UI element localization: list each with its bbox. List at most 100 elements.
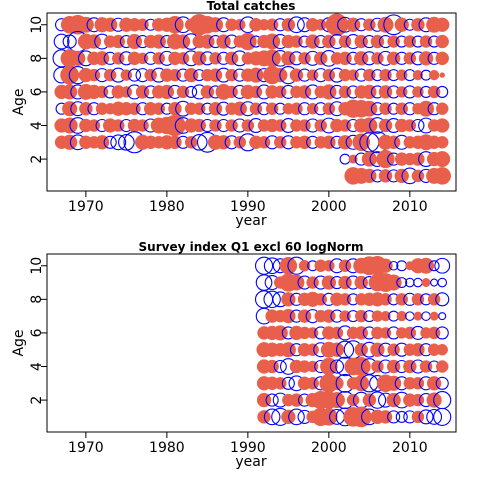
residual-positive-1997-age-4 bbox=[298, 119, 311, 132]
panel-title: Survey index Q1 excl 60 logNorm bbox=[139, 240, 364, 254]
residual-negative-2006-age-2 bbox=[368, 391, 387, 409]
residual-positive-2007-age-7 bbox=[380, 310, 391, 322]
y-tick-label-10: 10 bbox=[29, 257, 45, 275]
x-tick-label-1990: 1990 bbox=[230, 199, 266, 215]
residual-negative-2012-age-1 bbox=[418, 409, 434, 425]
residual-positive-2011-age-1 bbox=[411, 169, 425, 183]
residual-positive-1969-age-8 bbox=[70, 50, 86, 66]
residual-positive-1998-age-7 bbox=[306, 69, 319, 81]
residual-positive-2007-age-10 bbox=[377, 16, 394, 33]
residual-negative-1968-age-9 bbox=[62, 34, 77, 49]
residual-positive-1986-age-7 bbox=[208, 68, 223, 82]
residual-negative-2002-age-5 bbox=[335, 340, 355, 359]
residual-negative-2011-age-9 bbox=[413, 277, 423, 288]
residual-positive-1973-age-7 bbox=[103, 68, 117, 82]
residual-positive-1977-age-4 bbox=[136, 119, 149, 132]
residual-positive-2004-age-8 bbox=[354, 51, 369, 66]
residual-positive-1993-age-9 bbox=[264, 33, 281, 50]
x-axis-label: year bbox=[235, 213, 266, 229]
residual-negative-1974-age-3 bbox=[110, 134, 127, 151]
residual-negative-2013-age-9 bbox=[430, 278, 439, 287]
x-tick-label-2000: 2000 bbox=[311, 440, 347, 456]
residual-negative-1995-age-3 bbox=[281, 376, 295, 390]
residual-positive-1997-age-6 bbox=[297, 85, 312, 99]
residual-negative-1993-age-2 bbox=[265, 393, 279, 407]
residual-negative-1984-age-3 bbox=[190, 133, 208, 151]
residual-positive-1978-age-7 bbox=[144, 68, 157, 82]
residual-positive-2000-age-7 bbox=[322, 68, 336, 82]
residual-positive-2014-age-1 bbox=[433, 167, 452, 185]
residual-positive-2010-age-6 bbox=[403, 326, 417, 340]
x-axis-label: year bbox=[235, 454, 266, 470]
residual-positive-1968-age-6 bbox=[62, 84, 78, 100]
residual-positive-2008-age-3 bbox=[386, 135, 401, 150]
residual-positive-2013-age-7 bbox=[429, 311, 439, 321]
residual-negative-1993-age-8 bbox=[263, 290, 281, 309]
residual-positive-1988-age-6 bbox=[225, 85, 238, 99]
residual-positive-2013-age-8 bbox=[427, 293, 441, 306]
residual-positive-1998-age-5 bbox=[306, 343, 319, 356]
y-axis-label: Age bbox=[11, 329, 27, 356]
residual-positive-1994-age-3 bbox=[273, 136, 287, 149]
x-tick-label-1970: 1970 bbox=[68, 440, 104, 456]
y-axis: 2 4 6 8 10 bbox=[29, 257, 47, 405]
residual-negative-2014-age-9 bbox=[437, 277, 448, 288]
residual-negative-1983-age-6 bbox=[185, 85, 198, 98]
plot-frame bbox=[46, 12, 457, 192]
residual-positive-1991-age-7 bbox=[248, 67, 264, 83]
residual-negative-2014-age-8 bbox=[435, 292, 450, 307]
residual-negative-2012-age-7 bbox=[421, 311, 431, 321]
y-tick-label-8: 8 bbox=[29, 54, 45, 63]
residual-positive-2013-age-7 bbox=[428, 69, 440, 81]
residual-positive-1997-age-8 bbox=[298, 52, 311, 65]
residual-positive-2002-age-3 bbox=[337, 135, 353, 150]
residual-positive-1973-age-10 bbox=[102, 17, 118, 32]
residual-positive-2011-age-7 bbox=[412, 69, 424, 81]
residual-positive-2000-age-1 bbox=[320, 408, 338, 426]
bubble-layer bbox=[52, 13, 452, 185]
residual-positive-2014-age-7 bbox=[439, 72, 445, 78]
residual-negative-1996-age-10 bbox=[288, 16, 305, 34]
x-tick-label-1990: 1990 bbox=[230, 440, 266, 456]
residual-positive-1988-age-8 bbox=[224, 51, 239, 66]
y-tick-label-2: 2 bbox=[29, 396, 45, 405]
residual-positive-1988-age-4 bbox=[225, 119, 238, 132]
residual-positive-2006-age-8 bbox=[371, 52, 384, 65]
residual-positive-1997-age-7 bbox=[297, 309, 312, 323]
residual-positive-1994-age-6 bbox=[273, 85, 287, 99]
residual-negative-1973-age-3 bbox=[103, 135, 117, 149]
residual-positive-1990-age-4 bbox=[241, 119, 255, 132]
y-tick-label-4: 4 bbox=[29, 362, 45, 371]
residual-negative-1996-age-1 bbox=[288, 408, 305, 426]
residual-negative-2001-age-4 bbox=[329, 359, 344, 374]
residual-positive-2014-age-4 bbox=[435, 118, 450, 133]
residual-positive-1986-age-10 bbox=[207, 17, 224, 33]
residual-negative-2011-age-4 bbox=[411, 118, 425, 133]
residual-positive-2009-age-7 bbox=[396, 310, 407, 322]
residual-positive-1999-age-10 bbox=[315, 19, 327, 31]
x-tick-label-2010: 2010 bbox=[392, 440, 428, 456]
residual-negative-2014-age-6 bbox=[435, 326, 449, 340]
residual-positive-1984-age-8 bbox=[192, 51, 207, 66]
residual-positive-1991-age-6 bbox=[249, 85, 263, 99]
y-tick-label-10: 10 bbox=[29, 16, 45, 34]
residual-positive-2008-age-5 bbox=[387, 343, 400, 356]
residual-positive-1995-age-8 bbox=[281, 51, 296, 66]
residual-negative-1976-age-7 bbox=[127, 68, 142, 82]
residual-negative-2014-age-3 bbox=[435, 376, 449, 390]
residual-positive-1971-age-9 bbox=[86, 34, 102, 49]
residual-negative-2013-age-1 bbox=[426, 408, 443, 425]
residual-positive-1992-age-3 bbox=[257, 136, 271, 149]
y-tick-label-6: 6 bbox=[29, 328, 45, 337]
residual-positive-2004-age-5 bbox=[354, 342, 368, 357]
residual-positive-2000-age-9 bbox=[322, 34, 336, 49]
residual-negative-1993-age-1 bbox=[263, 408, 281, 426]
residual-positive-2014-age-5 bbox=[435, 102, 449, 115]
residual-positive-2014-age-3 bbox=[435, 136, 449, 149]
residual-positive-2002-age-9 bbox=[338, 275, 352, 290]
residual-negative-2008-age-10 bbox=[388, 260, 399, 271]
x-tick-label-2000: 2000 bbox=[311, 199, 347, 215]
residual-negative-1992-age-9 bbox=[255, 274, 273, 291]
residual-positive-2000-age-6 bbox=[321, 84, 337, 100]
